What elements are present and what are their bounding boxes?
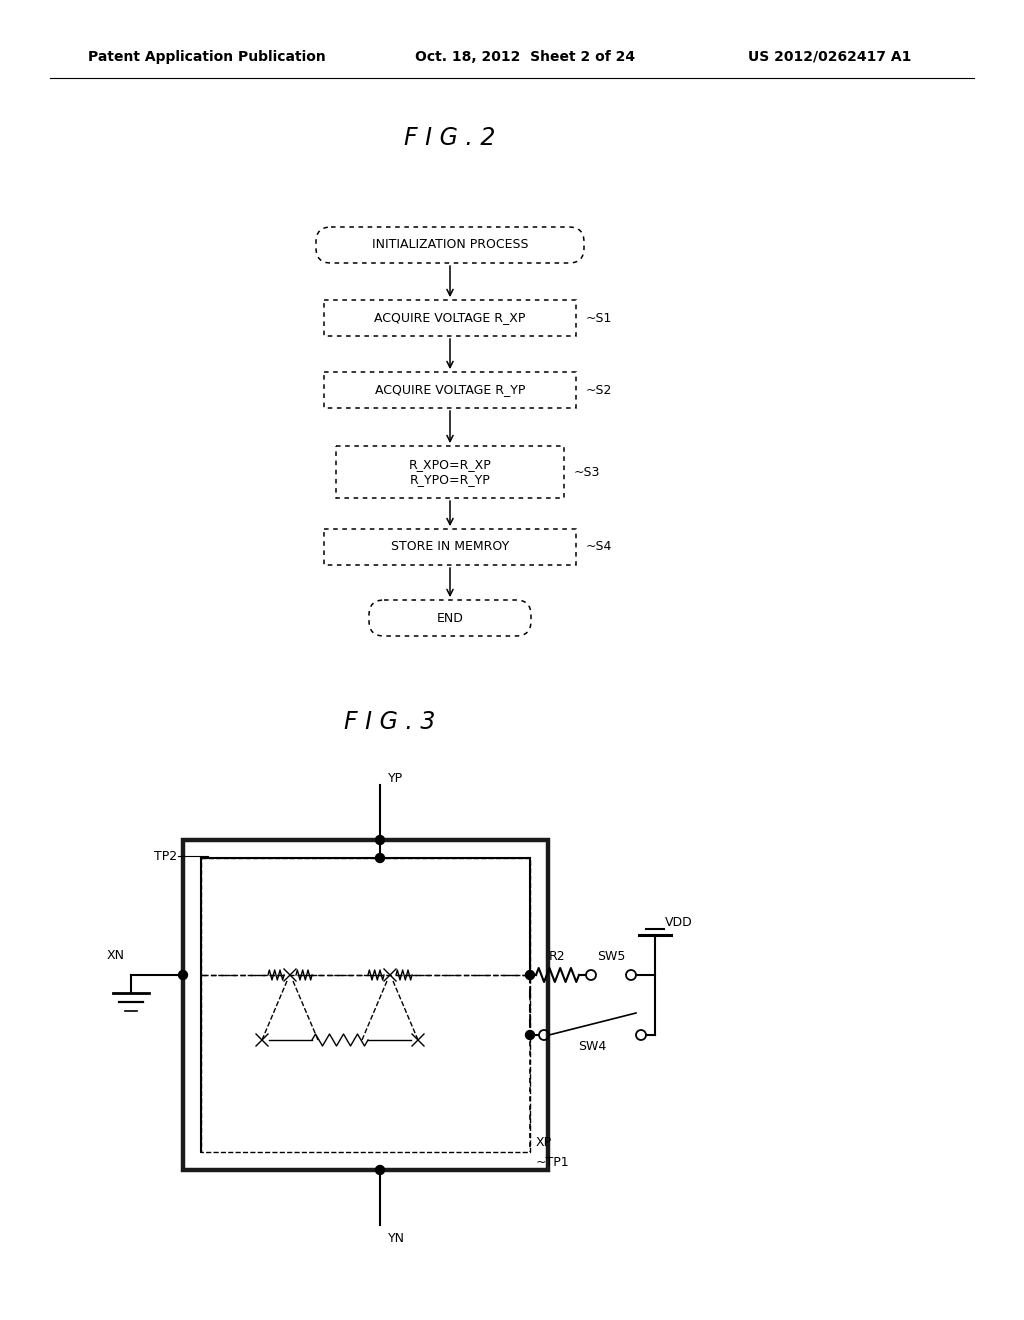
Text: END: END [436,611,464,624]
Text: Oct. 18, 2012  Sheet 2 of 24: Oct. 18, 2012 Sheet 2 of 24 [415,50,635,63]
Text: Patent Application Publication: Patent Application Publication [88,50,326,63]
Bar [201,858,530,1152]
Text: XP: XP [536,1135,552,1148]
Bar [183,840,548,1170]
Text: R_XPO=R_XP
R_YPO=R_YP: R_XPO=R_XP R_YPO=R_YP [409,458,492,486]
Text: TP2: TP2 [154,850,177,862]
Bar [324,372,575,408]
Text: R2: R2 [549,950,565,964]
Circle shape [376,854,384,862]
Bar [336,446,564,498]
Bar [324,300,575,337]
Text: SW4: SW4 [578,1040,606,1053]
Text: US 2012/0262417 A1: US 2012/0262417 A1 [748,50,911,63]
Circle shape [376,1166,384,1175]
Text: INITIALIZATION PROCESS: INITIALIZATION PROCESS [372,239,528,252]
Text: SW5: SW5 [597,950,626,964]
Text: ~S3: ~S3 [574,466,600,479]
Text: ~S2: ~S2 [586,384,612,396]
Text: F I G . 2: F I G . 2 [404,125,496,150]
Text: ACQUIRE VOLTAGE R_XP: ACQUIRE VOLTAGE R_XP [375,312,525,325]
Text: VDD: VDD [665,916,693,929]
Text: ~TP1: ~TP1 [536,1155,569,1168]
Text: ~S4: ~S4 [586,540,612,553]
Text: YP: YP [388,771,403,784]
Text: XN: XN [106,949,125,962]
Bar [324,529,575,565]
Text: F I G . 3: F I G . 3 [344,710,435,734]
Circle shape [178,970,187,979]
FancyBboxPatch shape [369,601,531,636]
Text: YN: YN [388,1232,406,1245]
Circle shape [525,970,535,979]
FancyBboxPatch shape [316,227,584,263]
Text: ~S1: ~S1 [586,312,612,325]
Text: ACQUIRE VOLTAGE R_YP: ACQUIRE VOLTAGE R_YP [375,384,525,396]
Text: STORE IN MEMROY: STORE IN MEMROY [391,540,509,553]
Circle shape [525,1031,535,1040]
Circle shape [376,836,384,845]
